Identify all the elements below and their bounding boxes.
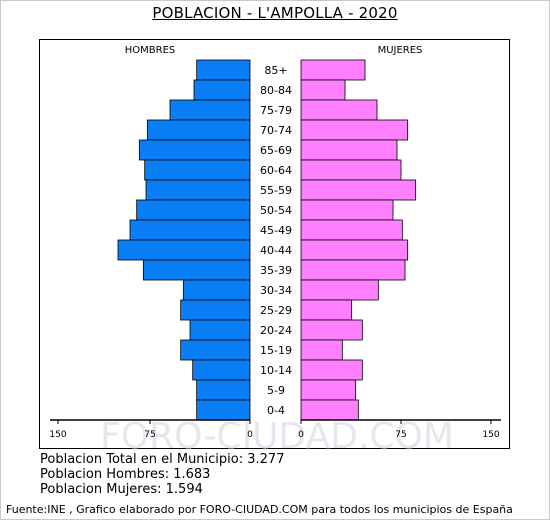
age-label-35-39: 35-39 <box>260 264 292 277</box>
x-tick-label-right-75: 75 <box>395 430 406 440</box>
x-tick-label-left-0: 0 <box>247 430 253 440</box>
bar-mujeres-65-69 <box>300 139 398 161</box>
x-axis: 150 75 0 0 75 150 <box>49 419 501 440</box>
bar-hombres-0-4 <box>196 399 251 421</box>
age-label-80-84: 80-84 <box>260 84 292 97</box>
bars-mujeres <box>300 59 417 421</box>
age-label-30-34: 30-34 <box>260 284 292 297</box>
bar-hombres-25-29 <box>180 299 251 321</box>
bar-hombres-45-49 <box>129 219 251 241</box>
bar-mujeres-30-34 <box>300 279 379 301</box>
stat-total: Poblacion Total en el Municipio: 3.277 <box>40 452 285 467</box>
age-label-0-4: 0-4 <box>267 404 285 417</box>
age-label-15-19: 15-19 <box>260 344 292 357</box>
stat-mujeres: Poblacion Mujeres: 1.594 <box>40 482 203 497</box>
bar-mujeres-0-4 <box>300 399 359 421</box>
x-tick-label-left-150: 150 <box>49 430 66 440</box>
bar-mujeres-40-44 <box>300 239 409 261</box>
age-label-45-49: 45-49 <box>260 224 292 237</box>
age-label-25-29: 25-29 <box>260 304 292 317</box>
watermark: FORO-CIUDAD.COM <box>100 416 454 457</box>
age-label-50-54: 50-54 <box>260 204 292 217</box>
bar-hombres-10-14 <box>192 359 251 381</box>
bar-hombres-85+ <box>196 59 251 81</box>
bar-mujeres-35-39 <box>300 259 406 281</box>
age-label-85+: 85+ <box>264 64 287 77</box>
bar-hombres-60-64 <box>144 159 251 181</box>
bar-hombres-35-39 <box>142 259 251 281</box>
bar-mujeres-15-19 <box>300 339 343 361</box>
age-label-65-69: 65-69 <box>260 144 292 157</box>
bars-hombres <box>117 59 251 421</box>
bar-hombres-80-84 <box>193 79 251 101</box>
stat-hombres: Poblacion Hombres: 1.683 <box>40 467 211 482</box>
bar-hombres-40-44 <box>117 239 251 261</box>
x-tick-label-right-150: 150 <box>482 430 499 440</box>
age-label-40-44: 40-44 <box>260 244 292 257</box>
legend-hombres: HOMBRES <box>125 45 176 56</box>
chart-area <box>39 39 510 449</box>
age-label-75-79: 75-79 <box>260 104 292 117</box>
age-label-20-24: 20-24 <box>260 324 292 337</box>
bar-mujeres-45-49 <box>300 219 403 241</box>
bar-mujeres-10-14 <box>300 359 363 381</box>
bar-hombres-30-34 <box>182 279 251 301</box>
bar-mujeres-50-54 <box>300 199 394 221</box>
bar-mujeres-70-74 <box>300 119 409 141</box>
bar-mujeres-5-9 <box>300 379 357 401</box>
bar-hombres-65-69 <box>138 139 251 161</box>
bar-hombres-20-24 <box>189 319 251 341</box>
age-label-5-9: 5-9 <box>267 384 285 397</box>
bar-hombres-5-9 <box>196 379 251 401</box>
legend-mujeres: MUJERES <box>378 45 423 56</box>
age-label-55-59: 55-59 <box>260 184 292 197</box>
bar-mujeres-75-79 <box>300 99 378 121</box>
age-label-70-74: 70-74 <box>260 124 292 137</box>
bar-hombres-55-59 <box>145 179 251 201</box>
age-group-labels: 85+ 80-84 75-79 70-74 65-69 60-64 55-59 50-54 45… <box>260 64 292 417</box>
source-footer: Fuente:INE , Grafico elaborado por FORO-… <box>6 503 513 516</box>
bar-hombres-15-19 <box>180 339 251 361</box>
bar-hombres-50-54 <box>136 199 251 221</box>
bar-hombres-75-79 <box>169 99 251 121</box>
chart-title: POBLACION - L'AMPOLLA - 2020 <box>152 4 398 22</box>
x-tick-label-left-75: 75 <box>144 430 155 440</box>
age-label-10-14: 10-14 <box>260 364 292 377</box>
bar-mujeres-60-64 <box>300 159 402 181</box>
bar-hombres-70-74 <box>146 119 251 141</box>
bar-mujeres-80-84 <box>300 79 346 101</box>
bar-mujeres-55-59 <box>300 179 417 201</box>
bar-mujeres-85+ <box>300 59 366 81</box>
bar-mujeres-25-29 <box>300 299 353 321</box>
x-tick-label-right-0: 0 <box>298 430 304 440</box>
population-stats: Poblacion Total en el Municipio: 3.277 P… <box>40 452 284 497</box>
age-label-60-64: 60-64 <box>260 164 292 177</box>
bar-mujeres-20-24 <box>300 319 363 341</box>
